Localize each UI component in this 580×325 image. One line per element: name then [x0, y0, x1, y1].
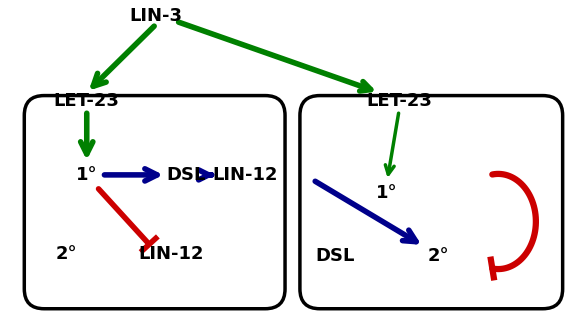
Text: 2°: 2° — [428, 247, 450, 265]
Text: LIN-3: LIN-3 — [130, 7, 183, 25]
Text: LIN-12: LIN-12 — [213, 166, 278, 184]
Text: 2°: 2° — [56, 245, 78, 263]
Text: LET-23: LET-23 — [54, 92, 119, 110]
Text: 1°: 1° — [76, 166, 97, 184]
Text: 1°: 1° — [376, 184, 398, 202]
Text: DSL: DSL — [315, 247, 354, 265]
Text: DSL: DSL — [166, 166, 205, 184]
Text: LET-23: LET-23 — [366, 92, 432, 110]
Text: LIN-12: LIN-12 — [138, 245, 204, 263]
